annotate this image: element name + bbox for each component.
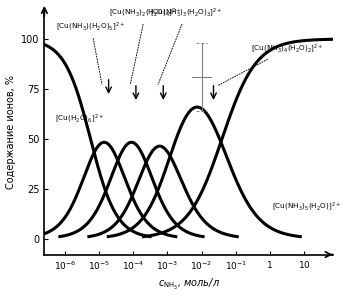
X-axis label: $c_{\mathrm{NH_3}}$, моль/л: $c_{\mathrm{NH_3}}$, моль/л bbox=[158, 277, 220, 292]
Text: $[\mathrm{Cu(NH_3)_5(H_2O)}]^{2+}$: $[\mathrm{Cu(NH_3)_5(H_2O)}]^{2+}$ bbox=[272, 200, 341, 213]
Text: $[\mathrm{Cu(NH_3)_4(H_2O)_2}]^{2+}$: $[\mathrm{Cu(NH_3)_4(H_2O)_2}]^{2+}$ bbox=[218, 43, 324, 86]
Y-axis label: Содержание ионов, %: Содержание ионов, % bbox=[6, 75, 15, 189]
Text: $[\mathrm{Cu(NH_3)(H_2O)_5}]^{2+}$: $[\mathrm{Cu(NH_3)(H_2O)_5}]^{2+}$ bbox=[56, 20, 125, 84]
Text: $[\mathrm{Cu(NH_3)_2(H_2O)_4}]^{2+}$: $[\mathrm{Cu(NH_3)_2(H_2O)_4}]^{2+}$ bbox=[109, 6, 182, 84]
Text: $[\mathrm{Cu(H_2O)_6}]^{2+}$: $[\mathrm{Cu(H_2O)_6}]^{2+}$ bbox=[55, 112, 104, 125]
Text: $[\mathrm{Cu(NH_3)_3(H_2O)_3}]^{2+}$: $[\mathrm{Cu(NH_3)_3(H_2O)_3}]^{2+}$ bbox=[150, 6, 223, 84]
